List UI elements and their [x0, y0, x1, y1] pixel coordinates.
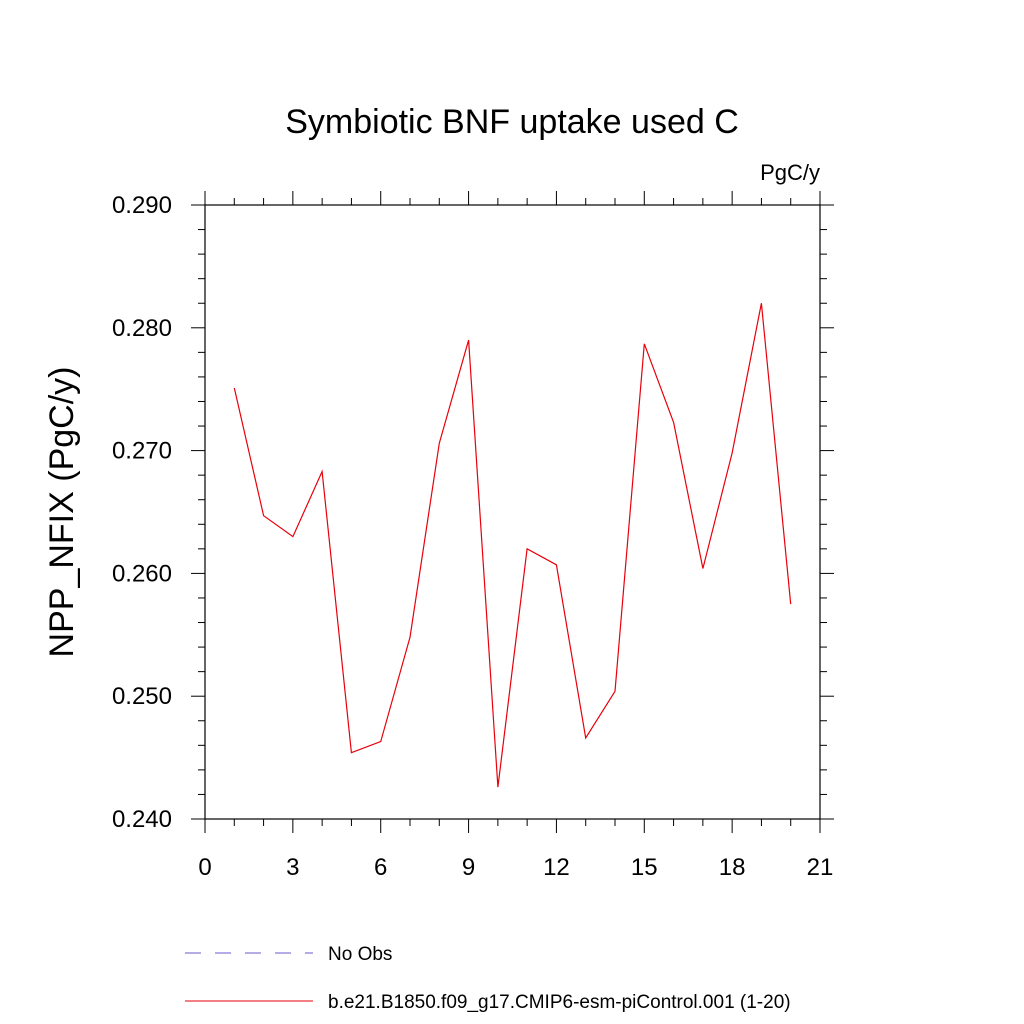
x-tick-label: 21 [807, 854, 834, 881]
axis-ticks [191, 191, 834, 833]
series-line [233, 303, 792, 788]
legend-label: b.e21.B1850.f09_g17.CMIP6-esm-piControl.… [328, 992, 791, 1013]
y-tick-label: 0.250 [112, 683, 172, 710]
y-axis-label: NPP_NFIX (PgC/y) [43, 367, 81, 658]
data-point [555, 563, 558, 566]
x-tick-label: 18 [719, 854, 746, 881]
data-point [672, 421, 675, 424]
data-point [291, 535, 294, 538]
data-point [409, 636, 412, 639]
axis-tick-labels: 0 3 6 9 12 15 18 21 0.240 0.250 0.260 0.270 0.280 0.2… [112, 192, 833, 881]
y-tick-label: 0.240 [112, 806, 172, 833]
data-point [526, 547, 529, 550]
x-tick-label: 6 [374, 854, 387, 881]
x-tick-label: 15 [631, 854, 658, 881]
data-point [789, 603, 792, 606]
x-tick-label: 12 [543, 854, 570, 881]
y-tick-label: 0.260 [112, 560, 172, 587]
chart-title: Symbiotic BNF uptake used C [285, 103, 739, 141]
data-point [643, 342, 646, 345]
data-point [467, 339, 470, 342]
plot-frame [204, 204, 821, 820]
series-layer [233, 302, 792, 789]
data-point [584, 736, 587, 739]
data-point [379, 740, 382, 743]
data-point [321, 470, 324, 473]
data-point [350, 751, 353, 754]
data-point [701, 567, 704, 570]
data-point [438, 442, 441, 445]
units-label: PgC/y [760, 160, 820, 185]
legend: No Obs b.e21.B1850.f09_g17.CMIP6-esm-piCo… [185, 944, 791, 1013]
legend-label: No Obs [328, 944, 392, 965]
data-point [614, 690, 617, 693]
y-tick-label: 0.280 [112, 315, 172, 342]
x-tick-label: 0 [198, 854, 211, 881]
data-point [233, 386, 236, 389]
data-point [262, 514, 265, 517]
data-point [760, 302, 763, 305]
x-tick-label: 9 [462, 854, 475, 881]
x-tick-label: 3 [286, 854, 299, 881]
y-tick-label: 0.290 [112, 192, 172, 219]
data-point [496, 786, 499, 789]
data-point [731, 452, 734, 455]
y-tick-label: 0.270 [112, 438, 172, 465]
